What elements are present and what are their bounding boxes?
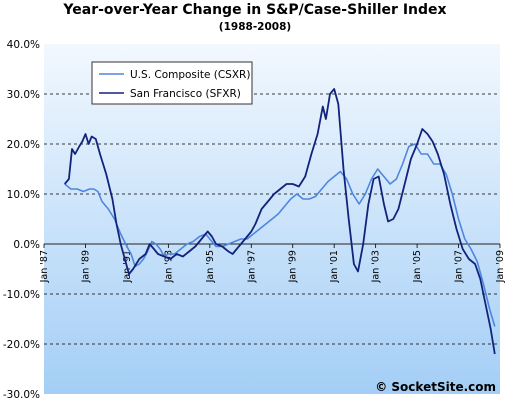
legend-box [91, 61, 253, 105]
x-tick-label: Jan '89 [80, 250, 91, 283]
legend: U.S. Composite (CSXR) San Francisco (SFX… [91, 61, 253, 105]
y-tick-label: -30.0% [3, 389, 40, 401]
y-tick-label: 30.0% [7, 89, 40, 101]
x-tick-label: Jan '01 [329, 250, 340, 283]
chart-subtitle: (1988-2008) [218, 21, 292, 33]
series-lines [64, 88, 496, 355]
x-tick-label: Jan '95 [205, 250, 216, 283]
chart-title: Year-over-Year Change in S&P/Case-Shille… [63, 2, 447, 18]
y-tick-label: 20.0% [7, 139, 40, 151]
y-tick-label: 0.0% [13, 239, 40, 251]
y-tick-label: -10.0% [3, 289, 40, 301]
series-line-san-francisco [64, 88, 496, 355]
y-axis-ticks: 40.0% 30.0% 20.0% 10.0% 0.0% -10.0% -20.0% -30.… [3, 39, 40, 401]
legend-label-san-francisco: San Francisco (SFXR) [130, 88, 241, 100]
watermark-credit: © SocketSite.com [375, 380, 496, 394]
y-tick-label: 40.0% [7, 39, 40, 51]
x-tick-label: Jan '99 [288, 250, 299, 283]
x-tick-label: Jan '07 [454, 250, 465, 283]
y-tick-label: -20.0% [3, 339, 40, 351]
x-tick-label: Jan '93 [163, 250, 174, 283]
x-tick-label: Jan '09 [495, 250, 506, 283]
x-tick-label: Jan '97 [246, 250, 257, 283]
x-tick-label: Jan '03 [371, 250, 382, 283]
legend-label-us-composite: U.S. Composite (CSXR) [130, 69, 250, 81]
x-tick-label: Jan '05 [412, 250, 423, 283]
series-line-us-composite [64, 143, 496, 327]
y-tick-label: 10.0% [7, 189, 40, 201]
x-tick-label: Jan '87 [39, 250, 50, 283]
